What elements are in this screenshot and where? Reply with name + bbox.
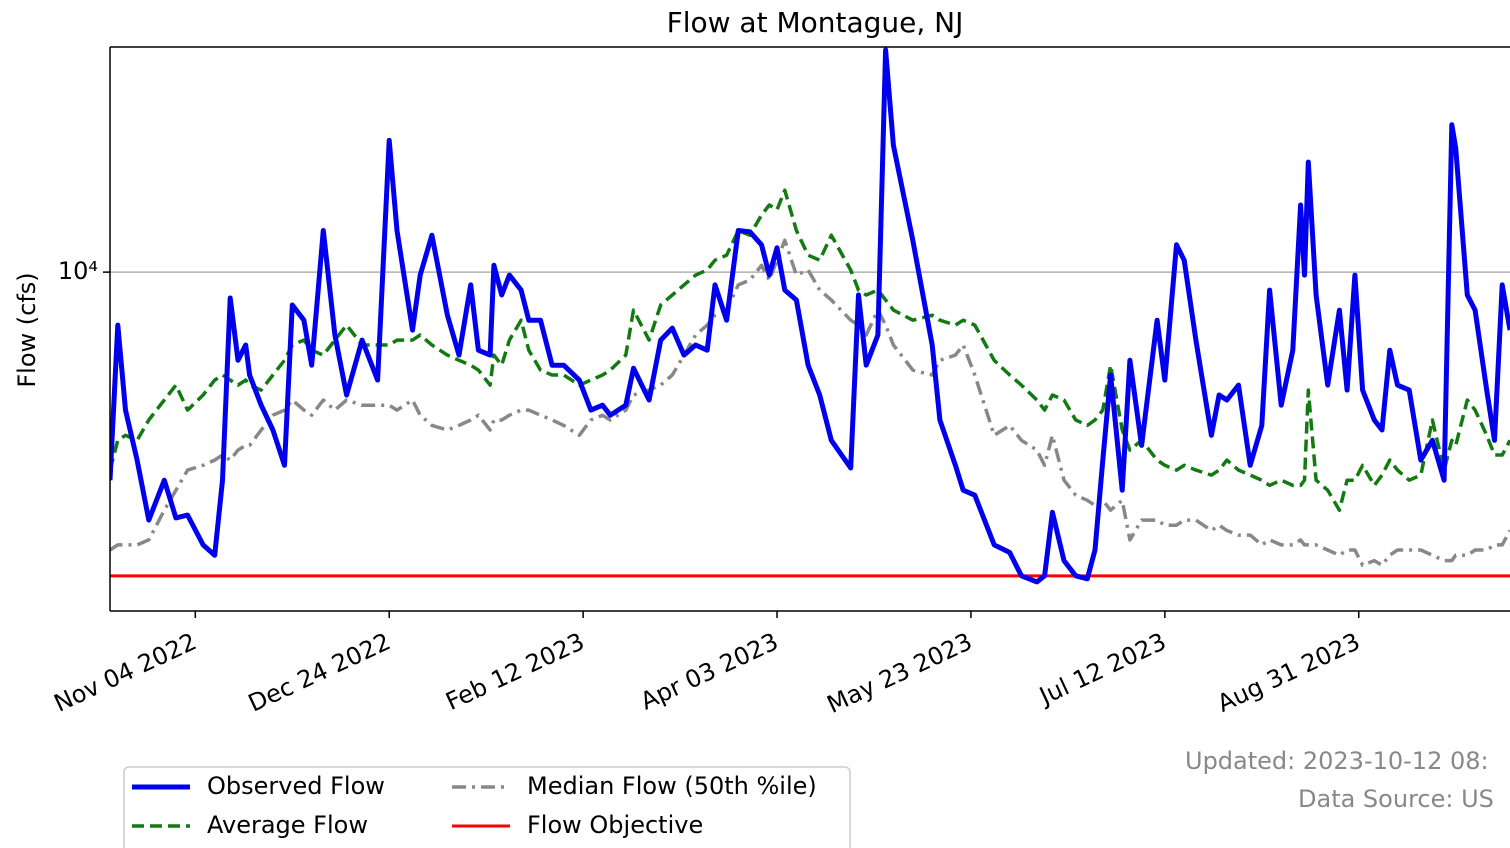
axes [109,46,1510,612]
legend-label: Flow Objective [527,811,703,839]
legend: Observed Flow Average Flow Median Flow (50… [132,772,817,839]
x-tick-label: Nov 04 2022 [50,627,201,717]
series-line [110,47,1510,585]
legend-label: Average Flow [207,811,368,839]
plot-area [110,47,1510,585]
legend-label: Median Flow (50th %ile) [527,772,817,800]
y-axis-label: Flow (cfs) [13,272,41,387]
legend-box [123,766,851,848]
chart-title: Flow at Montague, NJ [667,6,964,39]
x-tick-label: Feb 12 2023 [441,627,588,716]
x-tick-label: Apr 03 2023 [636,627,782,715]
x-tick-label: Dec 24 2022 [244,627,395,717]
x-tick-label: May 23 2023 [823,627,977,719]
series-line [110,188,1510,512]
y-tick-label: 10⁴ [58,257,98,285]
legend-label: Observed Flow [207,772,385,800]
x-tick-label: Aug 31 2023 [1213,627,1364,717]
source-note: Data Source: US [1298,785,1494,813]
x-tick-label: Jul 12 2023 [1034,627,1171,711]
updated-note: Updated: 2023-10-12 08: [1185,747,1489,775]
series-line [110,238,1510,567]
